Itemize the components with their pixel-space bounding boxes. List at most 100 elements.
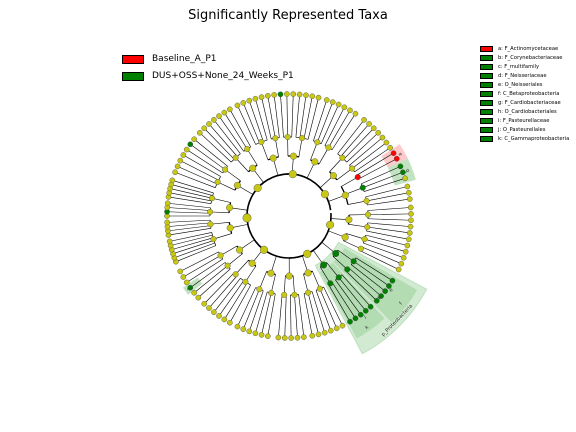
branch-line [345,270,377,301]
leaf-node [252,95,259,102]
clade-node [332,250,340,258]
branch-line [363,242,404,259]
branch-line [224,282,248,320]
branch-line [313,99,327,141]
branch-line [172,180,214,194]
clade-f-shade [333,248,418,323]
key-item-b: b: F_Corynebacteriaceae [480,53,569,62]
clade-node [291,291,298,298]
branch-line [358,158,397,180]
leaf-node [211,309,217,315]
leaf-node [333,325,340,332]
branch-line [229,109,251,148]
key-swatch-i [480,117,493,124]
branch-line [299,95,307,138]
branch-line [340,123,370,157]
branch-line [367,222,411,227]
clade-node [209,195,216,202]
leaf-node [378,293,384,299]
key-label-h: h: O_Cardiobacteriales [498,108,557,115]
clade-node [284,134,291,141]
branch-line [337,250,354,262]
branch-line [362,171,404,188]
leaf-node [393,155,400,162]
clade-label-f: f [398,301,404,306]
clade-node [339,154,346,161]
branch-line [290,294,292,338]
leaf-node [246,328,253,335]
leaf-node [177,157,184,164]
clade-node [248,259,256,267]
leaf-node [275,334,282,341]
branch-line [259,271,267,290]
clade-key-legend: a: F_Actinomycetaceae b: F_Corynebacteri… [480,44,569,143]
branch-line [177,166,217,185]
branch-line [318,147,329,165]
key-label-b: b: F_Corynebacteriaceae [498,54,563,61]
branch-line [180,251,219,272]
clade-node [232,271,239,278]
branch-line [183,154,221,177]
branch-line [286,94,288,138]
clade-node [224,262,231,269]
branch-line [274,138,279,157]
leaf-node [347,107,353,114]
branch-line [361,246,402,264]
branch-line [361,166,401,185]
leaf-node [404,242,411,249]
leaf-node [195,294,202,301]
leaf-node [404,183,411,190]
branch-line [248,290,264,332]
clade-node [303,249,312,258]
clade-node [232,154,239,161]
branch-line [170,234,213,246]
leaf-node [187,141,194,148]
leaf-node [303,92,309,98]
branch-line [213,233,232,240]
clade-node [253,184,262,193]
leaf-node [234,323,241,330]
leaf-node [191,136,197,143]
clade-node [217,252,224,259]
clade-node [233,181,241,189]
branch-line [211,197,231,203]
clade-node [207,221,214,228]
clade-node [299,135,306,142]
branch-line [261,292,272,335]
branch-line [348,224,368,228]
clade-node [260,245,269,254]
clade-node [214,178,221,185]
class-legend-item-dus: DUS+OSS+None_24_Weeks_P1 [122,68,294,84]
leaf-node [407,196,413,202]
clade-node [359,184,366,191]
leaf-node [387,144,393,151]
branch-line [315,290,332,331]
leaf-node [265,333,271,339]
key-swatch-h [480,108,493,115]
clade-node [344,266,351,273]
leaf-node [379,134,386,141]
branch-line [341,274,371,307]
branch-line [320,104,339,144]
branch-line [171,237,214,250]
leaf-node [296,91,303,98]
root-node [242,213,252,223]
leaf-node [281,335,288,341]
leaf-node [309,93,316,100]
branch-line [367,207,411,211]
key-swatch-b [480,54,493,61]
clade-node [329,172,337,180]
leaf-node [315,94,322,101]
branch-line [348,267,382,297]
key-item-f: f: C_Betaproteobacteria [480,89,569,98]
branch-line [346,233,365,240]
branch-line [190,144,226,170]
branch-line [204,128,235,160]
leaf-node [191,289,197,296]
key-swatch-g [480,99,493,106]
branch-line [280,94,284,138]
branch-line [298,294,305,338]
branch-line [333,256,348,270]
leaf-node [407,230,413,236]
branch-line [218,115,244,152]
